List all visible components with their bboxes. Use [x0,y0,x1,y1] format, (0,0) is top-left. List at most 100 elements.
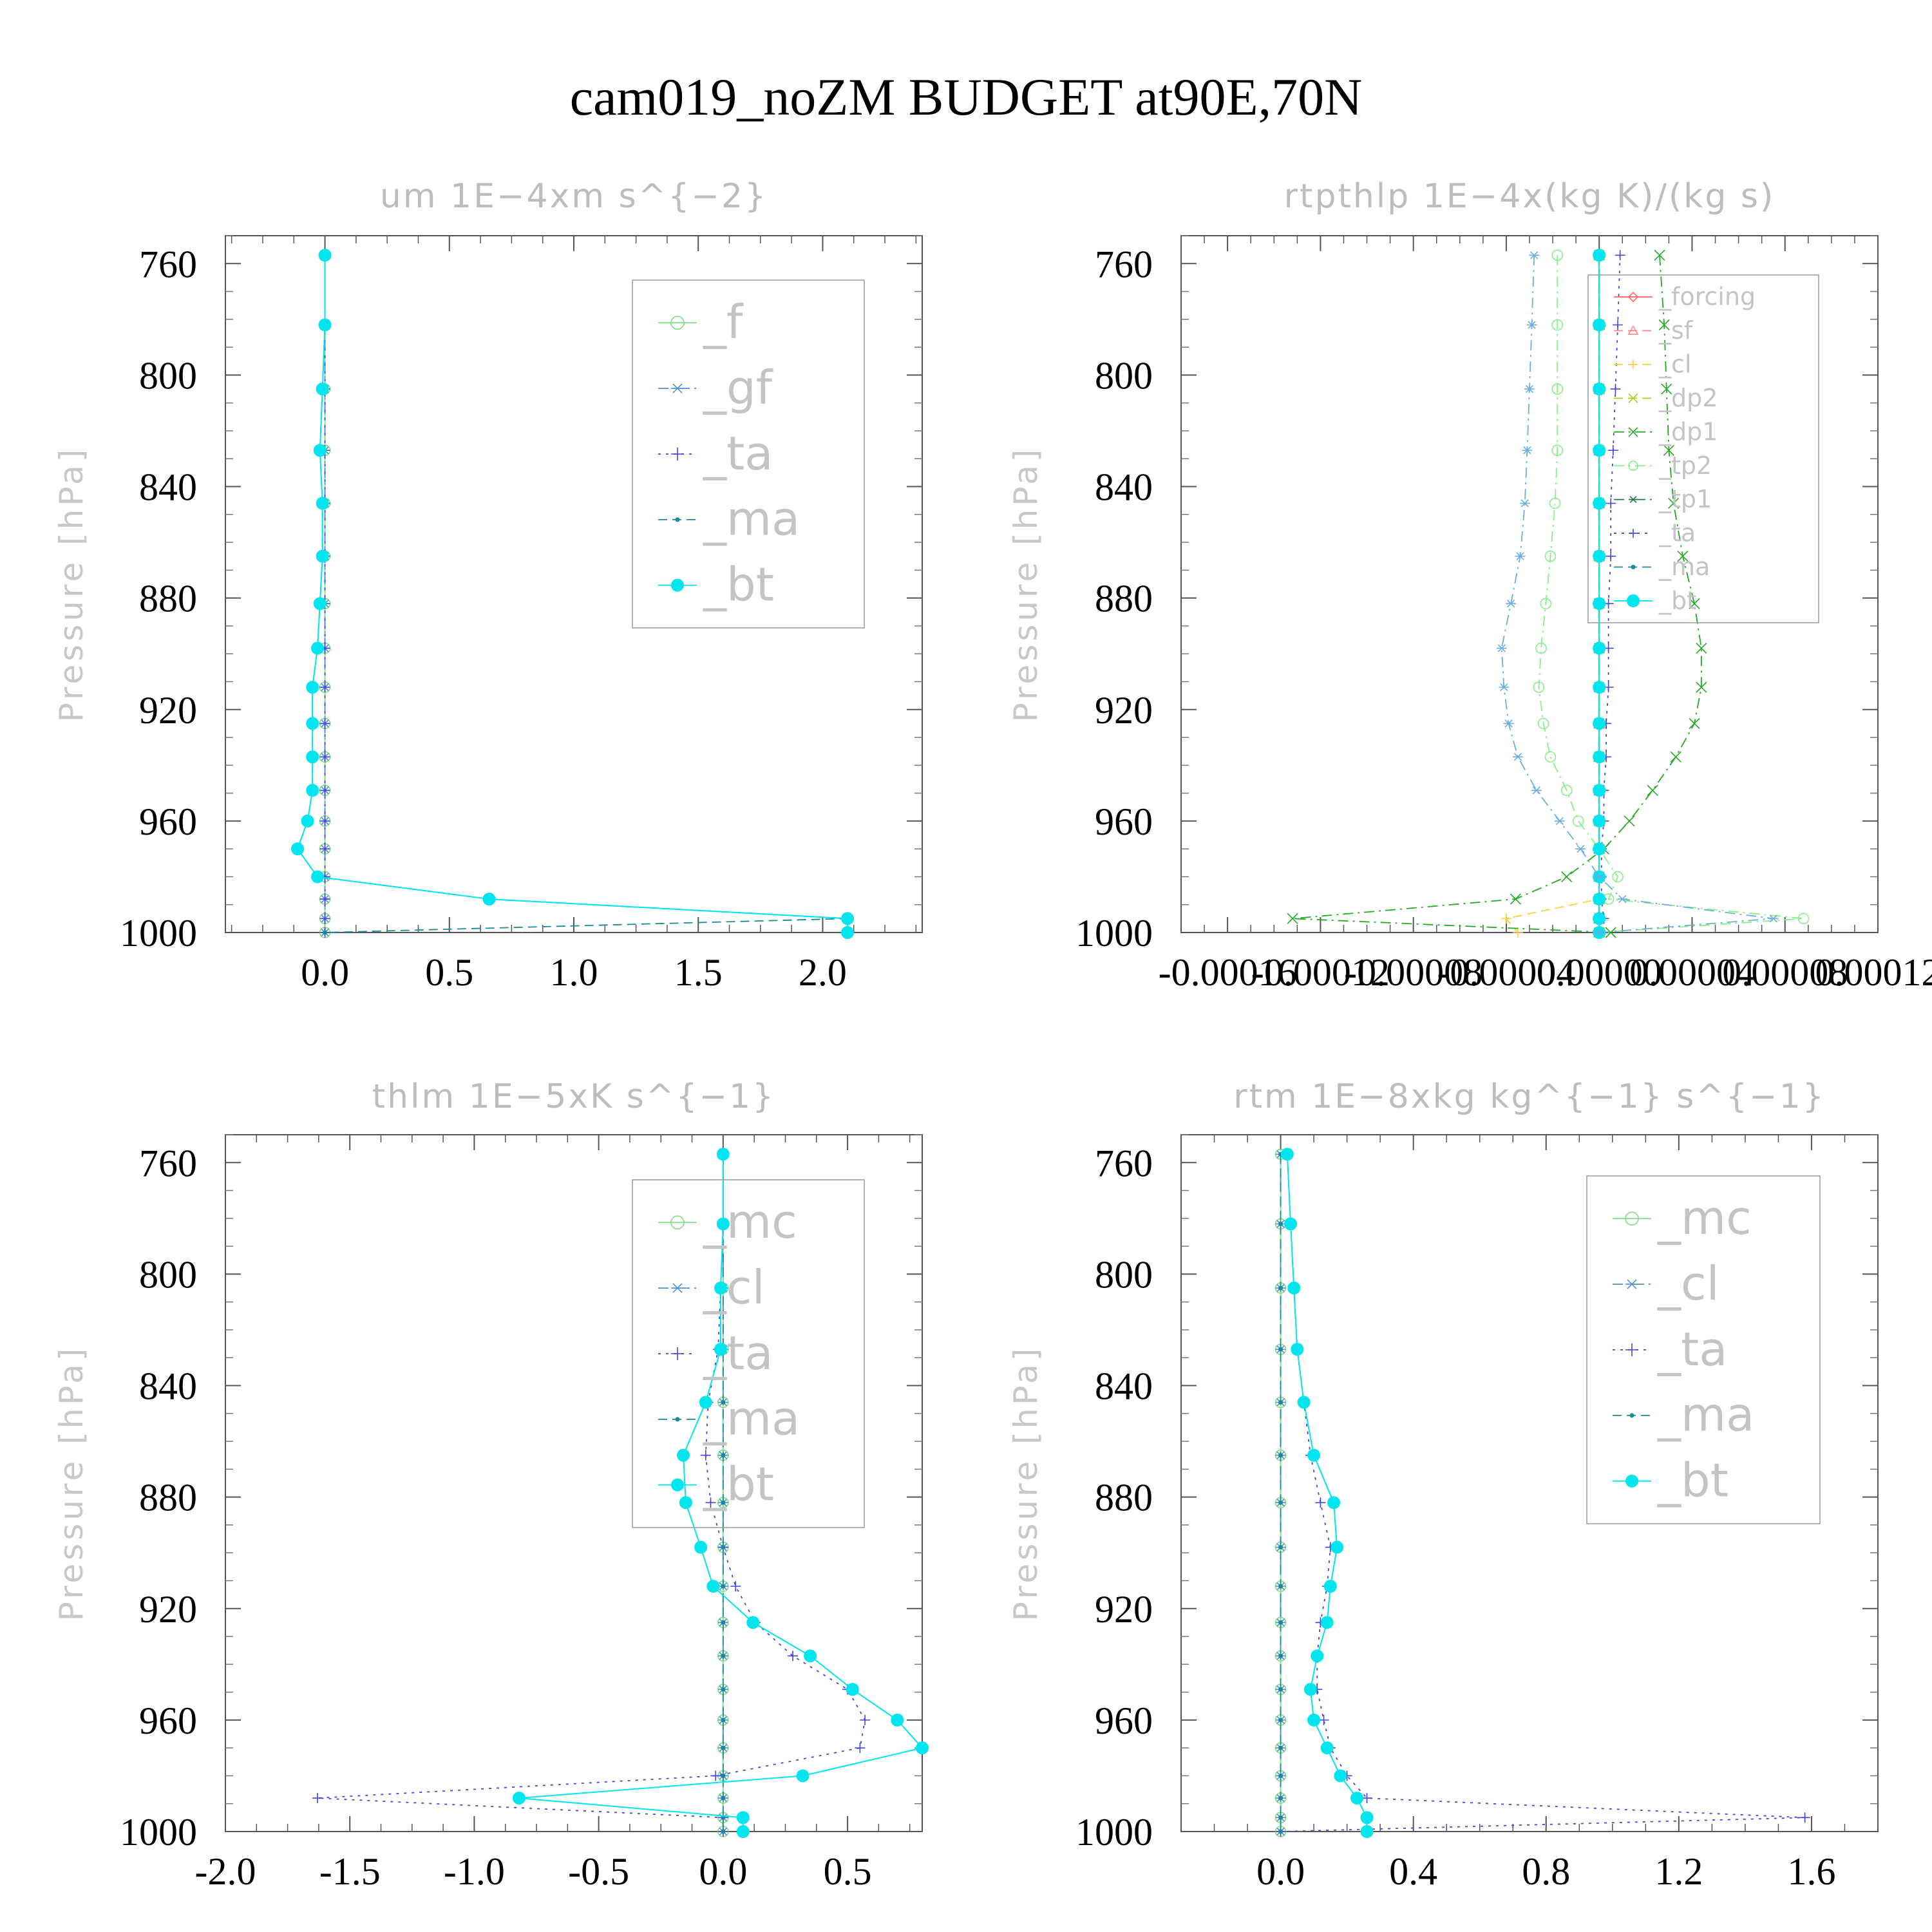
y-tick-label: 800 [139,354,197,397]
panel-title: rtpthlp 1E−4x(kg K)/(kg s) [1284,177,1776,216]
data-point [316,383,329,396]
data-point [1627,594,1640,607]
data-point [319,913,330,924]
data-point [1551,383,1564,395]
data-point [319,718,330,729]
legend-label: _forcing [1658,283,1756,311]
y-axis-label: Pressure [hPa] [1007,446,1045,723]
data-point [306,681,319,694]
data-point [1544,751,1557,763]
legend: _f _gf _ta _ma _bt [632,279,865,629]
legend-item: _forcing [1614,283,1756,311]
data-point [1323,1580,1337,1593]
data-point [1628,460,1638,471]
data-point [671,1478,684,1492]
y-axis-label: Pressure [hPa] [53,1345,90,1622]
data-point [1506,600,1517,608]
data-point [1549,497,1561,509]
data-point [699,1396,712,1409]
data-point [721,1653,726,1658]
data-point [679,1496,692,1510]
data-point [670,316,685,330]
plot-frame [225,1134,923,1832]
data-point [714,1343,727,1356]
ticks: 760 800 840 880 920 960 1000-2.0 -1.5 -1.0 -0.5 0.… [120,1134,922,1893]
legend-item: _ma [658,492,800,546]
data-point [1593,497,1606,510]
data-point [746,1616,760,1629]
data-point [671,1283,684,1293]
data-point [1689,598,1700,609]
y-tick-label: 840 [1095,1365,1153,1408]
legend-frame [1587,274,1819,623]
data-point [1593,249,1606,262]
data-point [1307,1713,1321,1727]
series-layer [312,1148,929,1838]
data-point [1278,1584,1283,1589]
x-tick-label: 1.2 [1654,1850,1703,1893]
data-point [306,784,319,797]
data-point [1524,384,1535,393]
y-tick-label: 840 [139,1365,197,1408]
series-layer [1274,1148,1810,1838]
data-point [319,844,330,855]
data-point [1311,1649,1324,1663]
data-point [1501,913,1511,924]
data-point [1696,681,1707,693]
data-point [1554,817,1565,826]
data-point [860,1714,871,1725]
y-tick-label: 920 [139,689,197,732]
series-bt [291,249,855,939]
legend: _mc _cl _ta _ma _bt [1586,1175,1821,1524]
data-point [312,1793,323,1804]
data-point [1696,642,1707,654]
data-point [1654,249,1665,261]
legend-item: _sf [1614,316,1694,345]
legend-item: _cl [658,1260,765,1314]
series-line [518,1154,923,1832]
data-point [1593,717,1606,730]
data-point [1625,1279,1638,1289]
series-line [1293,255,1702,933]
data-point [1627,325,1639,335]
data-point [1526,321,1537,329]
ticks: 760 800 840 880 920 960 1000 0.0 0.5 1.0 1.5 2.0 [120,235,922,994]
legend-item: _cl [1614,350,1691,378]
data-point [1287,1282,1301,1295]
y-tick-label: 920 [1095,1588,1153,1631]
panel-title: um 1E−4xm s^{−2} [380,177,768,216]
data-point [796,1769,810,1783]
data-point [1278,1620,1283,1625]
data-point [1615,250,1625,261]
data-point [1647,784,1658,796]
data-point [323,930,328,935]
data-point [1499,683,1510,692]
data-point [1278,1773,1283,1778]
data-point [1668,497,1680,509]
legend-label: _ta [703,426,773,480]
data-point [841,912,855,925]
x-tick-label: -2.0 [195,1850,256,1893]
data-point [1629,1413,1634,1418]
data-point [1593,750,1606,764]
y-tick-label: 1000 [120,1811,197,1853]
data-point [1593,784,1606,797]
y-tick-label: 760 [1095,1142,1153,1184]
panel-um: um 1E−4xm s^{−2} Pressure [hPa] 760 800 84… [53,177,923,994]
data-point [730,1581,741,1592]
data-point [1278,1399,1283,1405]
data-point [482,893,496,906]
data-point [721,1545,726,1550]
data-point [1617,895,1628,904]
data-point [512,1792,526,1805]
legend-label: _tp1 [1658,485,1712,513]
data-point [1625,1211,1639,1226]
data-point [1503,719,1514,728]
data-point [1535,642,1547,654]
data-point [1278,1829,1283,1834]
data-point [1677,551,1689,562]
x-tick-label: -0.00008 [1344,951,1482,994]
data-point [1629,529,1638,538]
series-ta [319,250,330,938]
data-point [1605,927,1616,938]
